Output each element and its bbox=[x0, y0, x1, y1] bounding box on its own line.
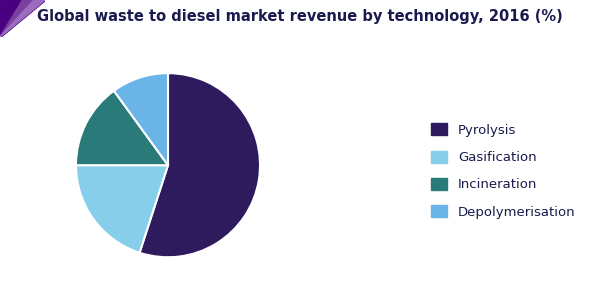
Wedge shape bbox=[76, 165, 168, 253]
Polygon shape bbox=[0, 0, 45, 37]
Wedge shape bbox=[140, 73, 260, 257]
Polygon shape bbox=[0, 0, 45, 37]
Wedge shape bbox=[114, 73, 168, 165]
Wedge shape bbox=[76, 91, 168, 165]
Polygon shape bbox=[0, 0, 45, 37]
Text: Global waste to diesel market revenue by technology, 2016 (%): Global waste to diesel market revenue by… bbox=[37, 9, 563, 24]
Legend: Pyrolysis, Gasification, Incineration, Depolymerisation: Pyrolysis, Gasification, Incineration, D… bbox=[431, 124, 575, 219]
